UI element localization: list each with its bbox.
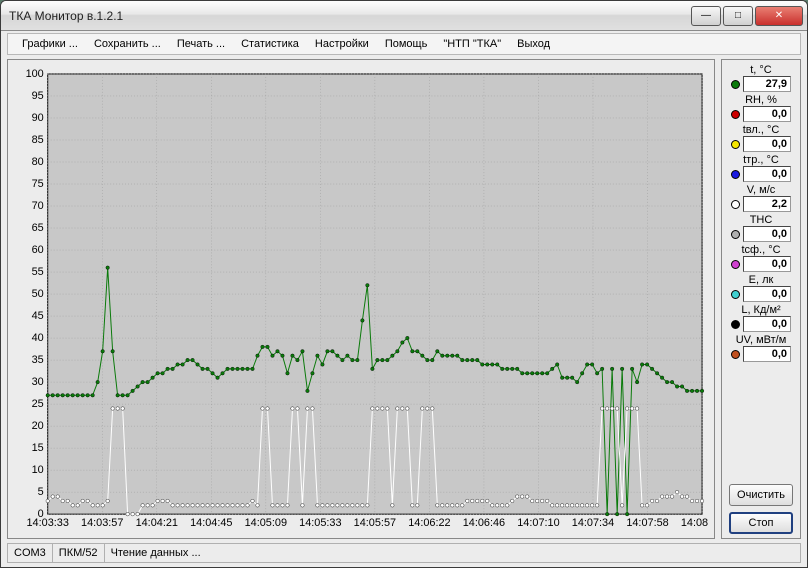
svg-text:10: 10 <box>32 464 44 476</box>
svg-text:45: 45 <box>32 310 44 322</box>
menu-exit[interactable]: Выход <box>509 36 558 52</box>
sensor-7: E, лк0,0 <box>726 274 796 302</box>
svg-text:60: 60 <box>32 244 44 256</box>
sensor-label: RH, % <box>745 94 777 106</box>
svg-text:20: 20 <box>32 420 44 432</box>
sensor-value: 0,0 <box>743 316 791 332</box>
sensor-5: ТНС0,0 <box>726 214 796 242</box>
sensor-label: tсф., °C <box>741 244 780 256</box>
svg-text:5: 5 <box>38 486 44 498</box>
status-port: COM3 <box>8 544 53 562</box>
maximize-button[interactable]: □ <box>723 6 753 26</box>
status-message: Чтение данных ... <box>105 544 800 562</box>
sensor-8: L, Кд/м²0,0 <box>726 304 796 332</box>
svg-text:40: 40 <box>32 332 44 344</box>
svg-text:55: 55 <box>32 266 44 278</box>
sensor-label: L, Кд/м² <box>741 304 780 316</box>
sensor-label: tвл., °C <box>743 124 780 136</box>
sensor-value: 27,9 <box>743 76 791 92</box>
sensor-dot-icon <box>731 320 740 329</box>
svg-text:14:03:33: 14:03:33 <box>27 517 69 529</box>
svg-text:95: 95 <box>32 90 44 102</box>
svg-text:14:05:57: 14:05:57 <box>354 517 396 529</box>
sensor-dot-icon <box>731 110 740 119</box>
chart-frame: 0510152025303540455055606570758085909510… <box>7 59 715 539</box>
sensor-value: 0,0 <box>743 106 791 122</box>
sensor-value: 0,0 <box>743 226 791 242</box>
sensor-2: tвл., °C0,0 <box>726 124 796 152</box>
sensor-label: tтр., °C <box>743 154 779 166</box>
svg-text:15: 15 <box>32 442 44 454</box>
sensor-1: RH, %0,0 <box>726 94 796 122</box>
svg-text:65: 65 <box>32 222 44 234</box>
svg-text:14:03:57: 14:03:57 <box>81 517 123 529</box>
svg-text:14:07:58: 14:07:58 <box>626 517 668 529</box>
sensor-value: 0,0 <box>743 286 791 302</box>
sensor-value: 0,0 <box>743 346 791 362</box>
menu-graphics[interactable]: Графики ... <box>14 36 86 52</box>
close-button[interactable]: ✕ <box>755 6 803 26</box>
app-window: ТКА Монитор в.1.2.1 — □ ✕ Графики ... Со… <box>0 0 808 568</box>
svg-text:14:04:45: 14:04:45 <box>190 517 232 529</box>
sensor-4: V, м/с2,2 <box>726 184 796 212</box>
status-device: ПКМ/52 <box>53 544 105 562</box>
chart: 0510152025303540455055606570758085909510… <box>14 66 708 536</box>
sensor-dot-icon <box>731 350 740 359</box>
sensor-label: E, лк <box>749 274 774 286</box>
sensor-value: 2,2 <box>743 196 791 212</box>
svg-text:14:04:21: 14:04:21 <box>136 517 178 529</box>
sensor-dot-icon <box>731 170 740 179</box>
svg-text:14:06:22: 14:06:22 <box>408 517 450 529</box>
sensor-9: UV, мВт/м0,0 <box>726 334 796 362</box>
svg-text:80: 80 <box>32 156 44 168</box>
sensor-panel: t, °C27,9RH, %0,0tвл., °C0,0tтр., °C0,0V… <box>721 59 801 539</box>
sensor-dot-icon <box>731 290 740 299</box>
stop-button[interactable]: Стоп <box>729 512 793 534</box>
sensor-value: 0,0 <box>743 136 791 152</box>
window-title: ТКА Монитор в.1.2.1 <box>9 9 689 23</box>
svg-text:14:05:09: 14:05:09 <box>245 517 287 529</box>
svg-text:35: 35 <box>32 354 44 366</box>
sensor-label: UV, мВт/м <box>736 334 787 346</box>
sensor-label: V, м/с <box>747 184 776 196</box>
sensor-dot-icon <box>731 80 740 89</box>
menu-stats[interactable]: Статистика <box>233 36 307 52</box>
sensor-label: ТНС <box>750 214 773 226</box>
sensor-value: 0,0 <box>743 166 791 182</box>
svg-text:14:07:34: 14:07:34 <box>572 517 614 529</box>
menu-print[interactable]: Печать ... <box>169 36 233 52</box>
svg-text:100: 100 <box>26 68 44 80</box>
titlebar[interactable]: ТКА Монитор в.1.2.1 — □ ✕ <box>1 1 807 31</box>
menubar: Графики ... Сохранить ... Печать ... Ста… <box>7 33 801 55</box>
body-area: 0510152025303540455055606570758085909510… <box>1 55 807 543</box>
sensor-dot-icon <box>731 140 740 149</box>
svg-text:30: 30 <box>32 376 44 388</box>
sensor-dot-icon <box>731 200 740 209</box>
svg-text:14:08:22: 14:08:22 <box>681 517 708 529</box>
svg-text:90: 90 <box>32 112 44 124</box>
svg-text:50: 50 <box>32 288 44 300</box>
sensor-dot-icon <box>731 230 740 239</box>
menu-ntp-tka[interactable]: "НТП "ТКА" <box>435 36 509 52</box>
sensor-6: tсф., °C0,0 <box>726 244 796 272</box>
svg-text:25: 25 <box>32 398 44 410</box>
clear-button[interactable]: Очистить <box>729 484 793 506</box>
menu-help[interactable]: Помощь <box>377 36 436 52</box>
menu-save[interactable]: Сохранить ... <box>86 36 169 52</box>
minimize-button[interactable]: — <box>691 6 721 26</box>
sensor-value: 0,0 <box>743 256 791 272</box>
sensor-3: tтр., °C0,0 <box>726 154 796 182</box>
svg-text:14:06:46: 14:06:46 <box>463 517 505 529</box>
svg-text:14:05:33: 14:05:33 <box>299 517 341 529</box>
statusbar: COM3 ПКМ/52 Чтение данных ... <box>7 543 801 563</box>
window-buttons: — □ ✕ <box>689 6 803 26</box>
svg-text:70: 70 <box>32 200 44 212</box>
sensor-label: t, °C <box>750 64 772 76</box>
menu-settings[interactable]: Настройки <box>307 36 377 52</box>
sensor-dot-icon <box>731 260 740 269</box>
svg-text:85: 85 <box>32 134 44 146</box>
svg-text:75: 75 <box>32 178 44 190</box>
sensor-0: t, °C27,9 <box>726 64 796 92</box>
svg-text:14:07:10: 14:07:10 <box>517 517 559 529</box>
